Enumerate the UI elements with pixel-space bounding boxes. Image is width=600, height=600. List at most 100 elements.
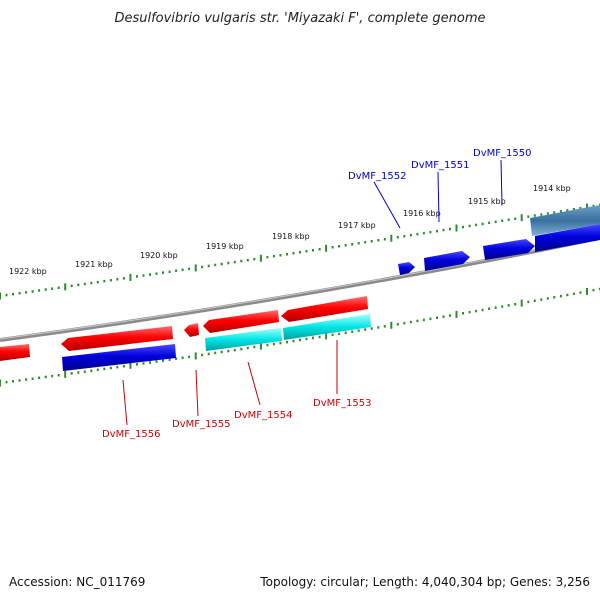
lower-ring-minor-tick bbox=[377, 326, 380, 329]
lower-ring-minor-tick bbox=[116, 365, 119, 369]
gene-dvmf-1549-arrow[interactable] bbox=[535, 224, 600, 252]
upper-ring-minor-tick bbox=[592, 204, 595, 208]
upper-ring-minor-tick bbox=[38, 289, 41, 292]
upper-ring-minor-tick bbox=[305, 250, 308, 253]
genome-summary-text: Topology: circular; Length: 4,040,304 bp… bbox=[259, 575, 590, 589]
lower-ring-minor-tick bbox=[422, 318, 425, 322]
lower-ring-minor-tick bbox=[5, 380, 8, 384]
upper-ring-minor-tick bbox=[266, 255, 269, 259]
lower-ring-minor-tick bbox=[18, 379, 21, 382]
gene-dvmf-1556-reverse[interactable] bbox=[62, 344, 176, 371]
lower-ring-minor-tick bbox=[292, 339, 295, 343]
lower-ring-minor-tick bbox=[51, 374, 54, 378]
gene-dvmf-1551-arrow[interactable] bbox=[483, 239, 535, 260]
gene-dvmf-1552b-arrow[interactable] bbox=[398, 262, 415, 275]
lower-ring-minor-tick bbox=[272, 342, 275, 346]
lower-ring-minor-tick bbox=[246, 346, 249, 350]
upper-ring-minor-tick bbox=[246, 258, 249, 262]
upper-ring-minor-tick bbox=[422, 231, 425, 235]
lower-ring-minor-tick bbox=[136, 363, 138, 366]
lower-ring-major-tick bbox=[0, 379, 1, 387]
lower-ring-minor-tick bbox=[533, 299, 536, 302]
lower-ring-major-tick bbox=[194, 352, 197, 360]
gene-dvmf-1552-arrow[interactable] bbox=[424, 251, 470, 271]
upper-ring-minor-tick bbox=[377, 239, 380, 242]
gene-label-dvmf-1551[interactable]: DvMF_1551 bbox=[411, 160, 469, 171]
upper-ring-minor-tick bbox=[357, 242, 360, 245]
lower-ring-minor-tick bbox=[494, 306, 497, 309]
lower-ring-major-tick bbox=[390, 321, 393, 329]
upper-ring-minor-tick bbox=[116, 278, 119, 281]
upper-ring-minor-tick bbox=[57, 286, 60, 289]
gene-dvmf-1553-rna[interactable] bbox=[283, 314, 371, 340]
upper-ring-minor-tick bbox=[83, 282, 86, 286]
lower-ring-minor-tick bbox=[475, 309, 478, 313]
lower-ring-minor-tick bbox=[57, 374, 60, 377]
upper-ring-minor-tick bbox=[566, 209, 569, 212]
gene-dvmf-1553-arrow[interactable] bbox=[281, 296, 368, 322]
lower-ring-minor-tick bbox=[38, 376, 41, 380]
upper-ring-minor-tick bbox=[188, 267, 191, 271]
gene-label-dvmf-1552[interactable]: DvMF_1552 bbox=[348, 171, 406, 182]
tick-label-1914: 1914 kbp bbox=[533, 184, 571, 193]
lower-ring-minor-tick bbox=[572, 292, 575, 295]
gene-dvmf-1555-arrow[interactable] bbox=[184, 323, 199, 337]
gene-label-dvmf-1555[interactable]: DvMF_1555 bbox=[172, 419, 230, 430]
gene-dvmf-1550-block[interactable] bbox=[530, 205, 600, 236]
upper-ring-minor-tick bbox=[279, 254, 282, 257]
lower-ring-minor-tick bbox=[592, 288, 595, 292]
upper-ring-minor-tick bbox=[272, 254, 275, 258]
lower-ring-major-tick bbox=[586, 287, 588, 295]
gene-label-dvmf-1556[interactable]: DvMF_1556 bbox=[102, 429, 160, 440]
lower-ring-minor-tick bbox=[409, 320, 412, 324]
upper-ring-minor-tick bbox=[142, 274, 145, 277]
upper-ring-major-tick bbox=[520, 214, 523, 222]
lower-ring-minor-tick bbox=[181, 356, 184, 359]
tick-label-1919: 1919 kbp bbox=[206, 242, 244, 251]
lower-ring-minor-tick bbox=[77, 371, 80, 374]
lower-ring-major-tick bbox=[64, 370, 67, 378]
gene-dvmf-1554-rna[interactable] bbox=[205, 328, 282, 351]
upper-ring-minor-tick bbox=[201, 265, 204, 269]
gene-dvmf-1556-arrow[interactable] bbox=[61, 326, 173, 351]
upper-ring-major-tick bbox=[129, 273, 132, 281]
lower-ring-minor-tick bbox=[227, 349, 230, 353]
tick-label-1920: 1920 kbp bbox=[140, 251, 178, 260]
upper-ring-minor-tick bbox=[364, 241, 367, 244]
lower-ring-minor-tick bbox=[566, 293, 569, 297]
forward-gene-callouts: DvMF_1550 DvMF_1551 DvMF_1552 bbox=[348, 148, 531, 229]
gene-label-dvmf-1553[interactable]: DvMF_1553 bbox=[313, 398, 371, 409]
lower-ring-major-tick bbox=[325, 332, 328, 340]
upper-ring-major-tick bbox=[0, 292, 1, 300]
upper-ring-minor-tick bbox=[546, 212, 549, 215]
lower-ring-minor-tick bbox=[338, 332, 341, 336]
lower-ring-minor-tick bbox=[351, 330, 354, 333]
upper-ring-major-tick bbox=[455, 224, 458, 232]
gene-dvmf-1554-arrow[interactable] bbox=[203, 310, 279, 333]
lower-ring-minor-tick bbox=[436, 316, 438, 319]
lower-ring-minor-tick bbox=[514, 303, 517, 306]
upper-ring-minor-tick bbox=[175, 269, 178, 272]
upper-ring-minor-tick bbox=[70, 284, 73, 288]
lower-ring-minor-tick bbox=[468, 310, 471, 314]
callout-line-dvmf-1552 bbox=[373, 181, 401, 229]
lower-ring-minor-tick bbox=[90, 369, 93, 372]
upper-ring-minor-tick bbox=[44, 288, 47, 291]
upper-ring-minor-tick bbox=[77, 283, 80, 287]
upper-ring-minor-tick bbox=[181, 268, 184, 271]
tick-label-1922: 1922 kbp bbox=[9, 267, 47, 276]
lower-ring-minor-tick bbox=[579, 291, 582, 294]
lower-ring-minor-tick bbox=[220, 350, 223, 354]
gene-label-dvmf-1554[interactable]: DvMF_1554 bbox=[234, 410, 292, 421]
lower-ring-minor-tick bbox=[527, 300, 530, 304]
upper-ring-minor-tick bbox=[559, 210, 562, 213]
lower-ring-minor-tick bbox=[416, 319, 419, 323]
lower-ring-minor-tick bbox=[142, 362, 145, 365]
upper-ring-minor-tick bbox=[214, 263, 217, 267]
upper-ring-minor-tick bbox=[468, 224, 471, 228]
lower-ring-minor-tick bbox=[442, 315, 445, 318]
lower-ring-minor-tick bbox=[299, 338, 301, 342]
gene-left-edge-arrow[interactable] bbox=[0, 344, 30, 361]
gene-label-dvmf-1550[interactable]: DvMF_1550 bbox=[473, 148, 531, 159]
